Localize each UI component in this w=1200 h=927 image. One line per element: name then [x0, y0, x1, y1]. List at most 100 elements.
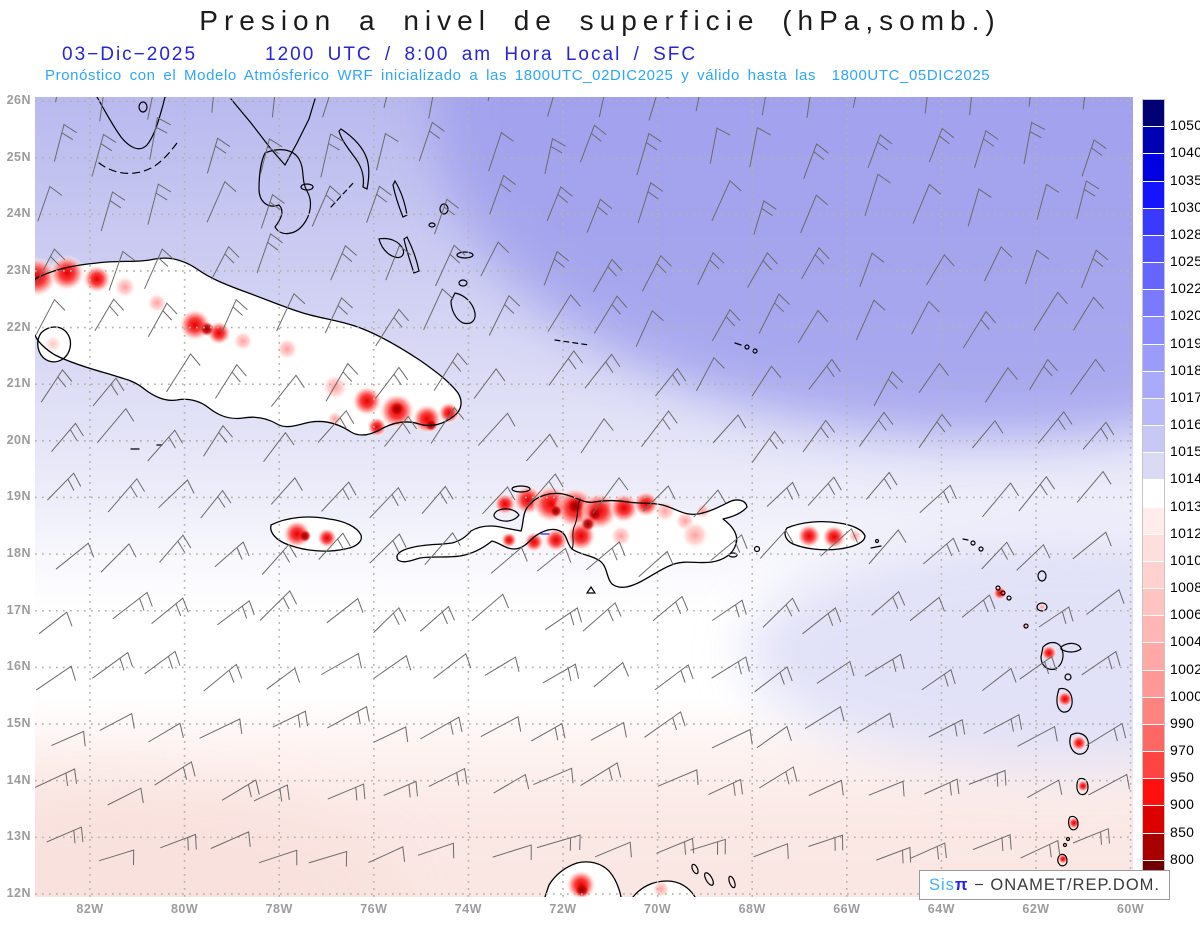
wind-barb	[638, 550, 674, 578]
wind-barb	[320, 133, 344, 178]
wind-barb	[1018, 475, 1056, 512]
colorbar-label: 1019	[1170, 334, 1200, 351]
lat-tick-label: 23N	[6, 262, 31, 277]
wind-barb	[981, 541, 1015, 570]
wind-barb	[808, 358, 841, 390]
wind-barb	[864, 653, 905, 677]
wind-barb	[1072, 827, 1110, 845]
map-area	[35, 97, 1133, 897]
colorbar-label: 1035	[1170, 171, 1200, 188]
wind-barb	[911, 300, 940, 335]
lat-tick-label: 14N	[6, 772, 31, 787]
wind-barb	[969, 97, 972, 116]
lon-tick-label: 76W	[360, 902, 388, 916]
wind-barb	[766, 481, 800, 507]
lat-tick-label: 26N	[6, 93, 31, 107]
wind-barb	[806, 97, 811, 118]
wind-barb	[51, 422, 84, 452]
wind-barb	[1019, 655, 1057, 680]
wind-barb	[92, 651, 133, 679]
wind-barb	[876, 846, 912, 864]
wind-barb	[858, 411, 894, 447]
wind-barb	[423, 288, 454, 331]
wind-barb	[147, 97, 153, 120]
wind-barb	[482, 486, 516, 515]
wind-barb	[47, 472, 82, 501]
low-pressure-blobs	[35, 255, 1089, 897]
wind-barb	[92, 377, 125, 407]
wind-barb	[330, 244, 358, 281]
wind-barb	[695, 356, 725, 392]
wind-barb	[802, 606, 842, 635]
wind-barb	[546, 186, 573, 222]
wind-barb	[473, 368, 506, 399]
lon-tick-label: 72W	[549, 902, 577, 916]
wind-barb	[972, 833, 1012, 852]
colorbar-segment	[1143, 398, 1164, 426]
colorbar-segment	[1143, 779, 1164, 806]
wind-barb	[270, 477, 303, 505]
wind-barb	[324, 297, 353, 334]
colorbar-label: 850	[1170, 823, 1195, 840]
wind-barb	[753, 200, 777, 235]
wind-barb	[417, 842, 455, 859]
wind-barb	[373, 606, 407, 633]
colorbar-segment	[1143, 616, 1164, 643]
colorbar-segment	[1143, 371, 1164, 398]
colorbar-segment	[1143, 806, 1164, 833]
wind-barb	[657, 769, 699, 787]
wind-barb	[421, 485, 454, 515]
wind-barb	[590, 721, 627, 741]
wind-barb	[712, 414, 747, 444]
wind-barb	[751, 430, 784, 463]
wind-barb	[855, 299, 886, 341]
wind-barb	[586, 198, 613, 233]
wind-barb	[490, 546, 528, 574]
lat-tick-label: 20N	[6, 432, 31, 447]
wind-barb	[203, 424, 233, 457]
colorbar-label: 1030	[1170, 198, 1200, 215]
wind-barb	[55, 542, 95, 570]
wind-barb	[433, 652, 472, 679]
wind-barb	[100, 191, 126, 232]
wind-barb	[1072, 531, 1112, 560]
wind-barb	[580, 417, 614, 454]
wind-barb	[200, 489, 232, 519]
wind-barb	[159, 534, 192, 563]
wind-barb	[1033, 291, 1068, 331]
colorbar-segment	[1143, 752, 1164, 779]
wind-barb	[1020, 839, 1061, 859]
colorbar-segment	[1143, 643, 1164, 670]
colorbar-label: 950	[1170, 769, 1195, 786]
wind-barb	[256, 232, 283, 274]
wind-barb	[51, 730, 86, 747]
wind-barb	[1086, 588, 1125, 615]
wind-barb	[592, 258, 623, 293]
colorbar-label: 800	[1170, 850, 1195, 867]
wind-barb	[480, 241, 510, 277]
wind-barb	[802, 419, 836, 453]
wind-barb	[46, 826, 84, 844]
pink-shade-left	[35, 782, 405, 897]
wind-barb	[593, 295, 628, 334]
model-init-line: Pronóstico con el Modelo Atmósferico WRF…	[45, 67, 991, 84]
colorbar-label: 1002	[1170, 660, 1200, 677]
wind-barb	[308, 850, 348, 867]
wind-barb	[547, 294, 581, 332]
wind-barb	[35, 665, 76, 691]
colorbar-label: 1014	[1170, 470, 1200, 487]
wind-barb	[981, 667, 1017, 691]
wind-barb	[263, 431, 295, 463]
lon-tick-label: 64W	[927, 902, 955, 916]
wind-barb	[711, 728, 753, 749]
wind-barb	[928, 719, 966, 738]
wind-barb	[803, 143, 829, 179]
colorbar-segment	[1143, 507, 1164, 534]
colorbar-label: 990	[1170, 714, 1195, 731]
wind-barb	[542, 663, 580, 684]
lon-tick-label: 62W	[1022, 902, 1050, 916]
wind-barb	[636, 132, 662, 176]
watermark-pi-logo: π	[954, 875, 969, 894]
forecast-time: 1200 UTC / 8:00 am Hora Local / SFC	[265, 44, 698, 65]
wind-barb	[761, 97, 766, 116]
